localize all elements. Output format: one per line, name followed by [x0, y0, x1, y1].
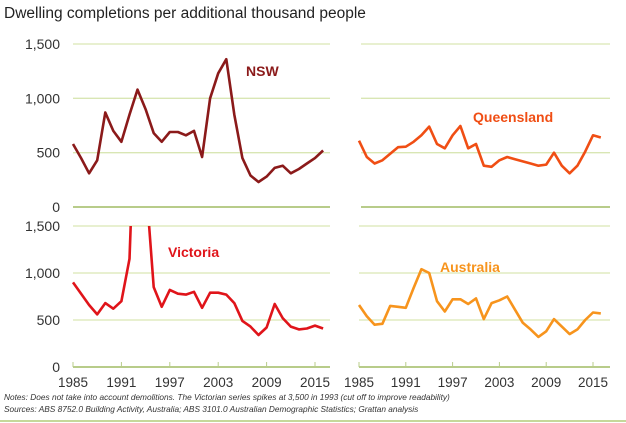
- y-tick-label: 0: [52, 199, 60, 215]
- y-tick-label: 0: [52, 359, 60, 375]
- chart-sources: Sources: ABS 8752.0 Building Activity, A…: [4, 404, 419, 414]
- y-tick-label: 1,500: [25, 218, 60, 234]
- y-tick-label: 1,000: [25, 90, 60, 106]
- x-tick-label: 2015: [300, 375, 330, 390]
- series-label: NSW: [246, 63, 279, 79]
- footer-rule: [0, 420, 626, 422]
- x-tick-label: 2003: [484, 375, 514, 390]
- x-tick-label: 2009: [252, 375, 282, 390]
- chart-title: Dwelling completions per additional thou…: [4, 5, 366, 22]
- x-tick-label: 1991: [106, 375, 136, 390]
- series-line-victoria: [71, 226, 324, 337]
- series-label: Queensland: [473, 109, 553, 125]
- x-tick-label: 1985: [58, 375, 88, 390]
- x-tick-label: 1985: [344, 375, 374, 390]
- y-tick-label: 500: [37, 312, 61, 328]
- series-line-australia: [357, 267, 601, 339]
- series-label: Australia: [440, 259, 500, 275]
- x-tick-label: 1997: [155, 375, 185, 390]
- x-tick-label: 1991: [391, 375, 421, 390]
- series-line-queensland: [357, 124, 602, 175]
- chart-notes: Notes: Does not take into account demoli…: [4, 392, 450, 402]
- x-tick-label: 1997: [438, 375, 468, 390]
- y-tick-label: 500: [37, 145, 61, 161]
- series-line-nsw: [71, 57, 324, 184]
- x-tick-label: 2003: [203, 375, 233, 390]
- y-tick-label: 1,000: [25, 265, 60, 281]
- x-tick-label: 2015: [578, 375, 608, 390]
- series-label: Victoria: [168, 244, 219, 260]
- y-tick-label: 1,500: [25, 36, 60, 52]
- x-tick-label: 2009: [531, 375, 561, 390]
